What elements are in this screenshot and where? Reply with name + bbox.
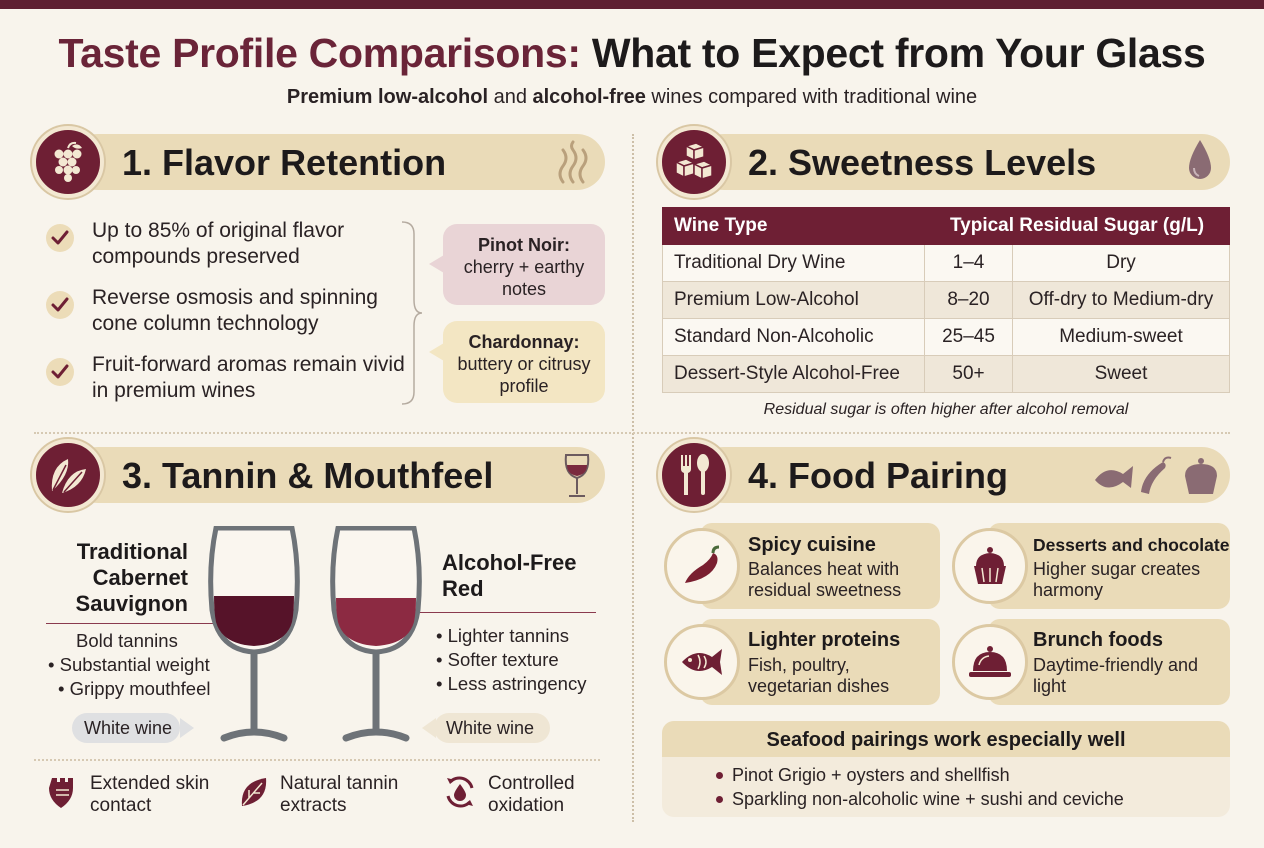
seafood-title: Seafood pairings work especially well [662,721,1230,757]
label-underline [420,612,596,613]
grapes-icon [32,126,104,198]
table-row: Premium Low-Alcohol 8–20 Off-dry to Medi… [662,281,1230,319]
flavor-header-band [70,134,605,190]
table-cell: 25–45 [924,318,1013,356]
pairing-card [700,523,940,609]
pairing-desc: Fish, poultry, vegetarian dishes [748,655,890,696]
page-subtitle: Premium low-alcohol and alcohol-free win… [286,86,978,108]
sweetness-title: 2. Sweetness Levels [748,142,1097,183]
horizontal-divider [34,432,1230,434]
tannin-header-band [70,447,605,503]
table-header: Typical Residual Sugar (g/L) [924,207,1230,245]
alcohol-free-traits: • Lighter tannins • Softer texture • Les… [436,625,587,694]
vertical-divider [632,134,634,822]
table-row: Traditional Dry Wine 1–4 Dry [662,244,1230,282]
leaf-icon [238,774,270,815]
table-cell: 8–20 [924,281,1013,319]
alcohol-free-label: Alcohol-Free Red [442,550,577,601]
pairing-title: Desserts and chocolate [1033,535,1230,555]
table-cell: Standard Non-Alcoholic [662,318,925,356]
aroma-waves-icon [553,140,593,191]
check-icon [46,224,74,252]
pairing-desc: Daytime-friendly and light [1033,655,1199,696]
list-item: Sparkling non-alcoholic wine + sushi and… [716,787,1230,811]
table-cell: Sweet [1012,355,1230,393]
pairing-title: Lighter proteins [748,629,901,651]
fork-spoon-icon [658,439,730,511]
page-title: Taste Profile Comparisons: What to Expec… [58,30,1206,76]
tannin-title: 3. Tannin & Mouthfeel [122,455,494,496]
flavor-title: 1. Flavor Retention [122,142,447,183]
feature-text: Controlled oxidation [488,773,575,816]
pill-tail [180,718,194,738]
sugar-cubes-icon [658,126,730,198]
food-icons [1093,454,1221,503]
chili-icon [664,528,740,604]
traditional-label: Traditional Cabernet Sauvignon [75,539,188,616]
sugar-note: Residual sugar is often higher after alc… [763,401,1129,418]
pairing-desc: Higher sugar creates harmony [1033,559,1201,600]
fish-icon [664,624,740,700]
alcohol-free-wine-glass [330,526,422,742]
pairing-title: Spicy cuisine [748,534,876,556]
recycle-drop-icon [442,774,478,815]
chardonnay-bubble: Chardonnay: buttery or citrusy profile [443,321,605,403]
cupcake-icon [952,528,1028,604]
sugar-table: Wine Type Typical Residual Sugar (g/L) T… [662,207,1230,393]
check-icon [46,358,74,386]
white-wine-pill: White wine [72,713,180,743]
droplet-icon [1185,138,1215,189]
pairing-card [988,523,1230,609]
table-cell: 50+ [924,355,1013,393]
table-row: Dessert-Style Alcohol-Free 50+ Sweet [662,355,1230,393]
pairing-desc: Balances heat with residual sweetness [748,559,902,600]
table-header: Wine Type [662,207,925,245]
leaf-icon [32,439,104,511]
table-header-row: Wine Type Typical Residual Sugar (g/L) [662,207,1230,245]
pinot-noir-bubble: Pinot Noir: cherry + earthy notes [443,224,605,305]
table-cell: Dry [1012,244,1230,282]
table-cell: Traditional Dry Wine [662,244,925,282]
feature-divider [34,759,600,761]
check-icon [46,291,74,319]
cloche-icon [952,624,1028,700]
feature-text: Extended skin contact [90,773,210,816]
sweetness-header-band [696,134,1230,190]
pairing-title: Brunch foods [1033,629,1163,651]
food-header-band [696,447,1230,503]
table-cell: Premium Low-Alcohol [662,281,925,319]
feature-text: Natural tannin extracts [280,773,399,816]
grouping-brace [401,221,423,405]
table-cell: 1–4 [924,244,1013,282]
castle-icon [49,774,79,815]
label-underline [46,623,216,624]
pill-tail [422,718,436,738]
bubble-tail [429,255,444,273]
traditional-traits: Bold tannins • Substantial weight • Grip… [48,630,211,699]
table-cell: Dessert-Style Alcohol-Free [662,355,925,393]
top-accent-bar [0,0,1264,9]
wine-glass-icon [561,452,593,505]
table-cell: Medium-sweet [1012,318,1230,356]
pairing-card [700,619,940,705]
bubble-tail [429,343,444,361]
food-title: 4. Food Pairing [748,455,1009,496]
seafood-box: Seafood pairings work especially well Pi… [662,721,1230,817]
traditional-wine-glass [208,526,300,742]
list-item: Pinot Grigio + oysters and shellfish [716,763,1230,787]
seafood-list: Pinot Grigio + oysters and shellfish Spa… [662,757,1230,811]
table-row: Standard Non-Alcoholic 25–45 Medium-swee… [662,318,1230,356]
pairing-card [988,619,1230,705]
white-wine-pill: White wine [434,713,550,743]
table-cell: Off-dry to Medium-dry [1012,281,1230,319]
